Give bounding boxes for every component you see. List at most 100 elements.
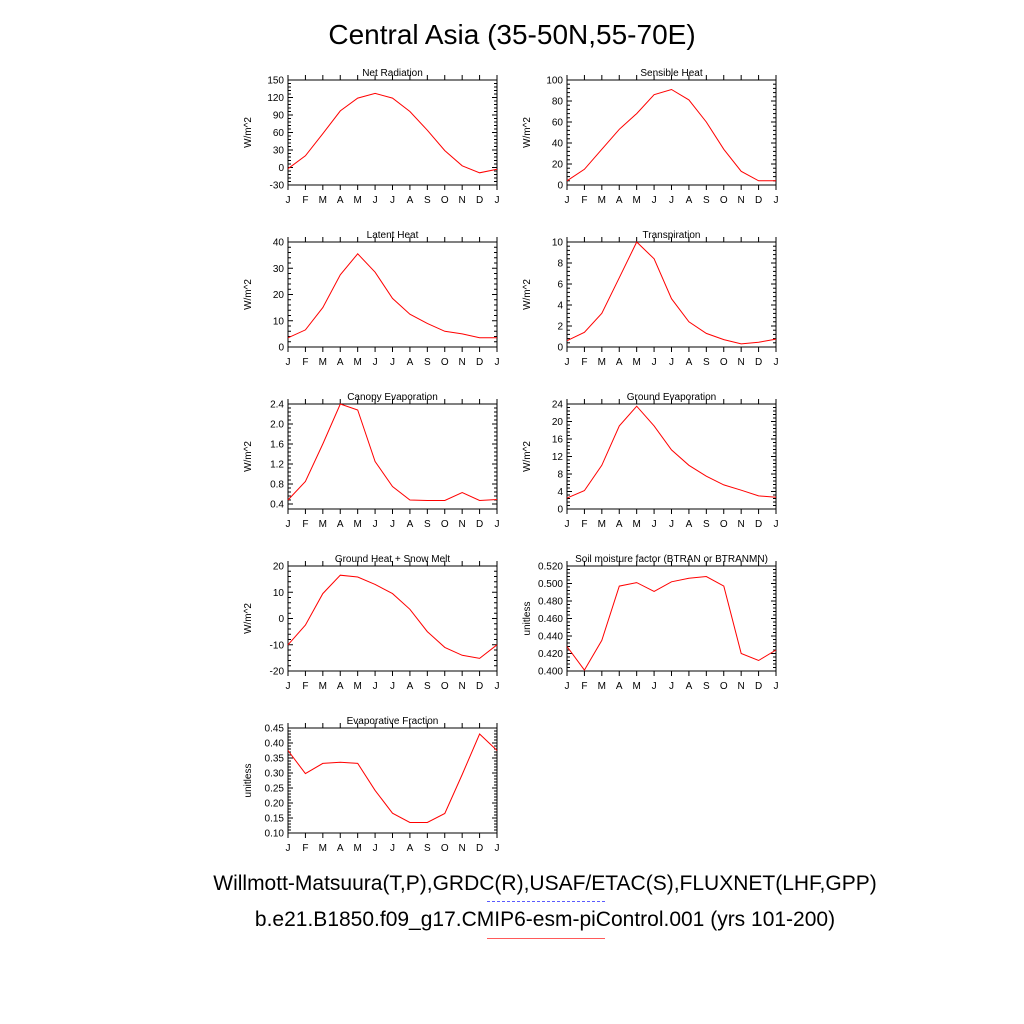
x-tick-label: D xyxy=(476,843,483,854)
x-tick-label: M xyxy=(632,357,640,368)
panel-title: Soil moisture factor (BTRAN or BTRANMN) xyxy=(575,554,768,565)
x-tick-label: J xyxy=(373,843,378,854)
x-tick-label: J xyxy=(286,681,291,692)
x-tick-label: O xyxy=(441,357,449,368)
x-tick-label: N xyxy=(459,519,466,530)
x-tick-label: D xyxy=(755,357,762,368)
x-tick-label: D xyxy=(476,195,483,206)
y-axis-label: W/m^2 xyxy=(522,279,533,310)
series-line xyxy=(566,575,777,672)
x-tick-label: J xyxy=(565,681,570,692)
x-tick-label: J xyxy=(652,519,657,530)
chart-panel: Soil moisture factor (BTRAN or BTRANMN) 0… xyxy=(522,554,779,692)
y-tick-label: 120 xyxy=(267,93,284,104)
y-tick-label: 0 xyxy=(557,181,563,192)
y-tick-label: 2.0 xyxy=(270,420,284,431)
y-tick-label: 0.40 xyxy=(265,739,285,750)
y-tick-label: 0 xyxy=(557,343,563,354)
x-tick-label: A xyxy=(407,195,414,206)
x-tick-label: J xyxy=(669,519,674,530)
x-tick-label: J xyxy=(774,681,779,692)
x-tick-label: J xyxy=(652,681,657,692)
y-tick-label: 20 xyxy=(273,562,285,573)
y-tick-label: 40 xyxy=(552,139,564,150)
model-run-caption: b.e21.B1850.f09_g17.CMIP6-esm-piControl.… xyxy=(254,908,836,931)
plot-frame xyxy=(287,727,498,834)
y-tick-label: -30 xyxy=(270,181,285,192)
y-tick-label: 0.4 xyxy=(270,500,284,511)
y-tick-label: 0.420 xyxy=(538,649,563,660)
x-tick-label: M xyxy=(598,195,606,206)
x-tick-label: M xyxy=(353,519,361,530)
x-tick-label: M xyxy=(319,681,327,692)
y-tick-label: 0.480 xyxy=(538,597,563,608)
plot-frame xyxy=(566,241,777,348)
x-tick-label: A xyxy=(686,681,693,692)
model-legend-line xyxy=(487,938,605,939)
series-line xyxy=(287,253,497,339)
y-tick-label: 1.6 xyxy=(270,440,284,451)
y-tick-label: 10 xyxy=(273,316,285,327)
x-tick-label: F xyxy=(302,195,308,206)
y-tick-label: 80 xyxy=(552,97,564,108)
y-tick-label: 0.45 xyxy=(265,724,285,735)
x-tick-label: A xyxy=(407,843,414,854)
series-line xyxy=(566,405,777,499)
panel-title: Latent Heat xyxy=(367,230,419,241)
chart-panel: Evaporative Fraction 0.10 0.15 0.20 0.25 0.30… xyxy=(243,716,500,854)
x-tick-label: S xyxy=(703,195,710,206)
x-tick-label: D xyxy=(476,357,483,368)
x-tick-label: D xyxy=(476,519,483,530)
plot-frame xyxy=(287,241,498,348)
y-tick-label: 60 xyxy=(273,128,285,139)
x-tick-label: J xyxy=(495,681,500,692)
panel-title: Transpiration xyxy=(643,230,701,241)
y-tick-label: 0.8 xyxy=(270,480,284,491)
x-tick-label: A xyxy=(616,519,623,530)
x-tick-label: J xyxy=(373,519,378,530)
panel-title: Sensible Heat xyxy=(640,68,702,79)
x-tick-label: F xyxy=(302,843,308,854)
y-tick-label: 0.25 xyxy=(265,784,285,795)
y-tick-label: 0.400 xyxy=(538,667,563,678)
x-tick-label: N xyxy=(459,681,466,692)
x-tick-label: J xyxy=(774,195,779,206)
y-tick-label: 0.20 xyxy=(265,799,285,810)
x-tick-label: J xyxy=(286,357,291,368)
x-tick-label: O xyxy=(441,195,449,206)
observations-caption: Willmott-Matsuura(T,P),GRDC(R),USAF/ETAC… xyxy=(213,872,877,895)
x-tick-label: M xyxy=(632,519,640,530)
x-tick-label: N xyxy=(738,195,745,206)
x-tick-label: M xyxy=(319,195,327,206)
x-tick-label: J xyxy=(774,519,779,530)
x-tick-label: A xyxy=(337,681,344,692)
x-tick-label: J xyxy=(390,519,395,530)
x-tick-label: J xyxy=(373,195,378,206)
x-tick-label: J xyxy=(495,195,500,206)
y-tick-label: -20 xyxy=(270,667,285,678)
series-line xyxy=(566,241,777,345)
x-tick-label: S xyxy=(424,195,431,206)
x-tick-label: J xyxy=(495,357,500,368)
y-tick-label: 10 xyxy=(273,588,285,599)
x-tick-label: M xyxy=(598,357,606,368)
x-tick-label: M xyxy=(319,357,327,368)
x-tick-label: J xyxy=(286,519,291,530)
y-tick-label: 8 xyxy=(557,470,563,481)
y-tick-label: 30 xyxy=(273,264,285,275)
x-tick-label: O xyxy=(441,519,449,530)
x-tick-label: S xyxy=(703,681,710,692)
y-tick-label: 4 xyxy=(557,487,563,498)
x-tick-label: S xyxy=(424,681,431,692)
panel-title: Evaporative Fraction xyxy=(347,716,439,727)
x-tick-label: J xyxy=(652,195,657,206)
x-tick-label: O xyxy=(720,519,728,530)
y-tick-label: 24 xyxy=(552,400,564,411)
y-axis-label: W/m^2 xyxy=(243,441,254,472)
